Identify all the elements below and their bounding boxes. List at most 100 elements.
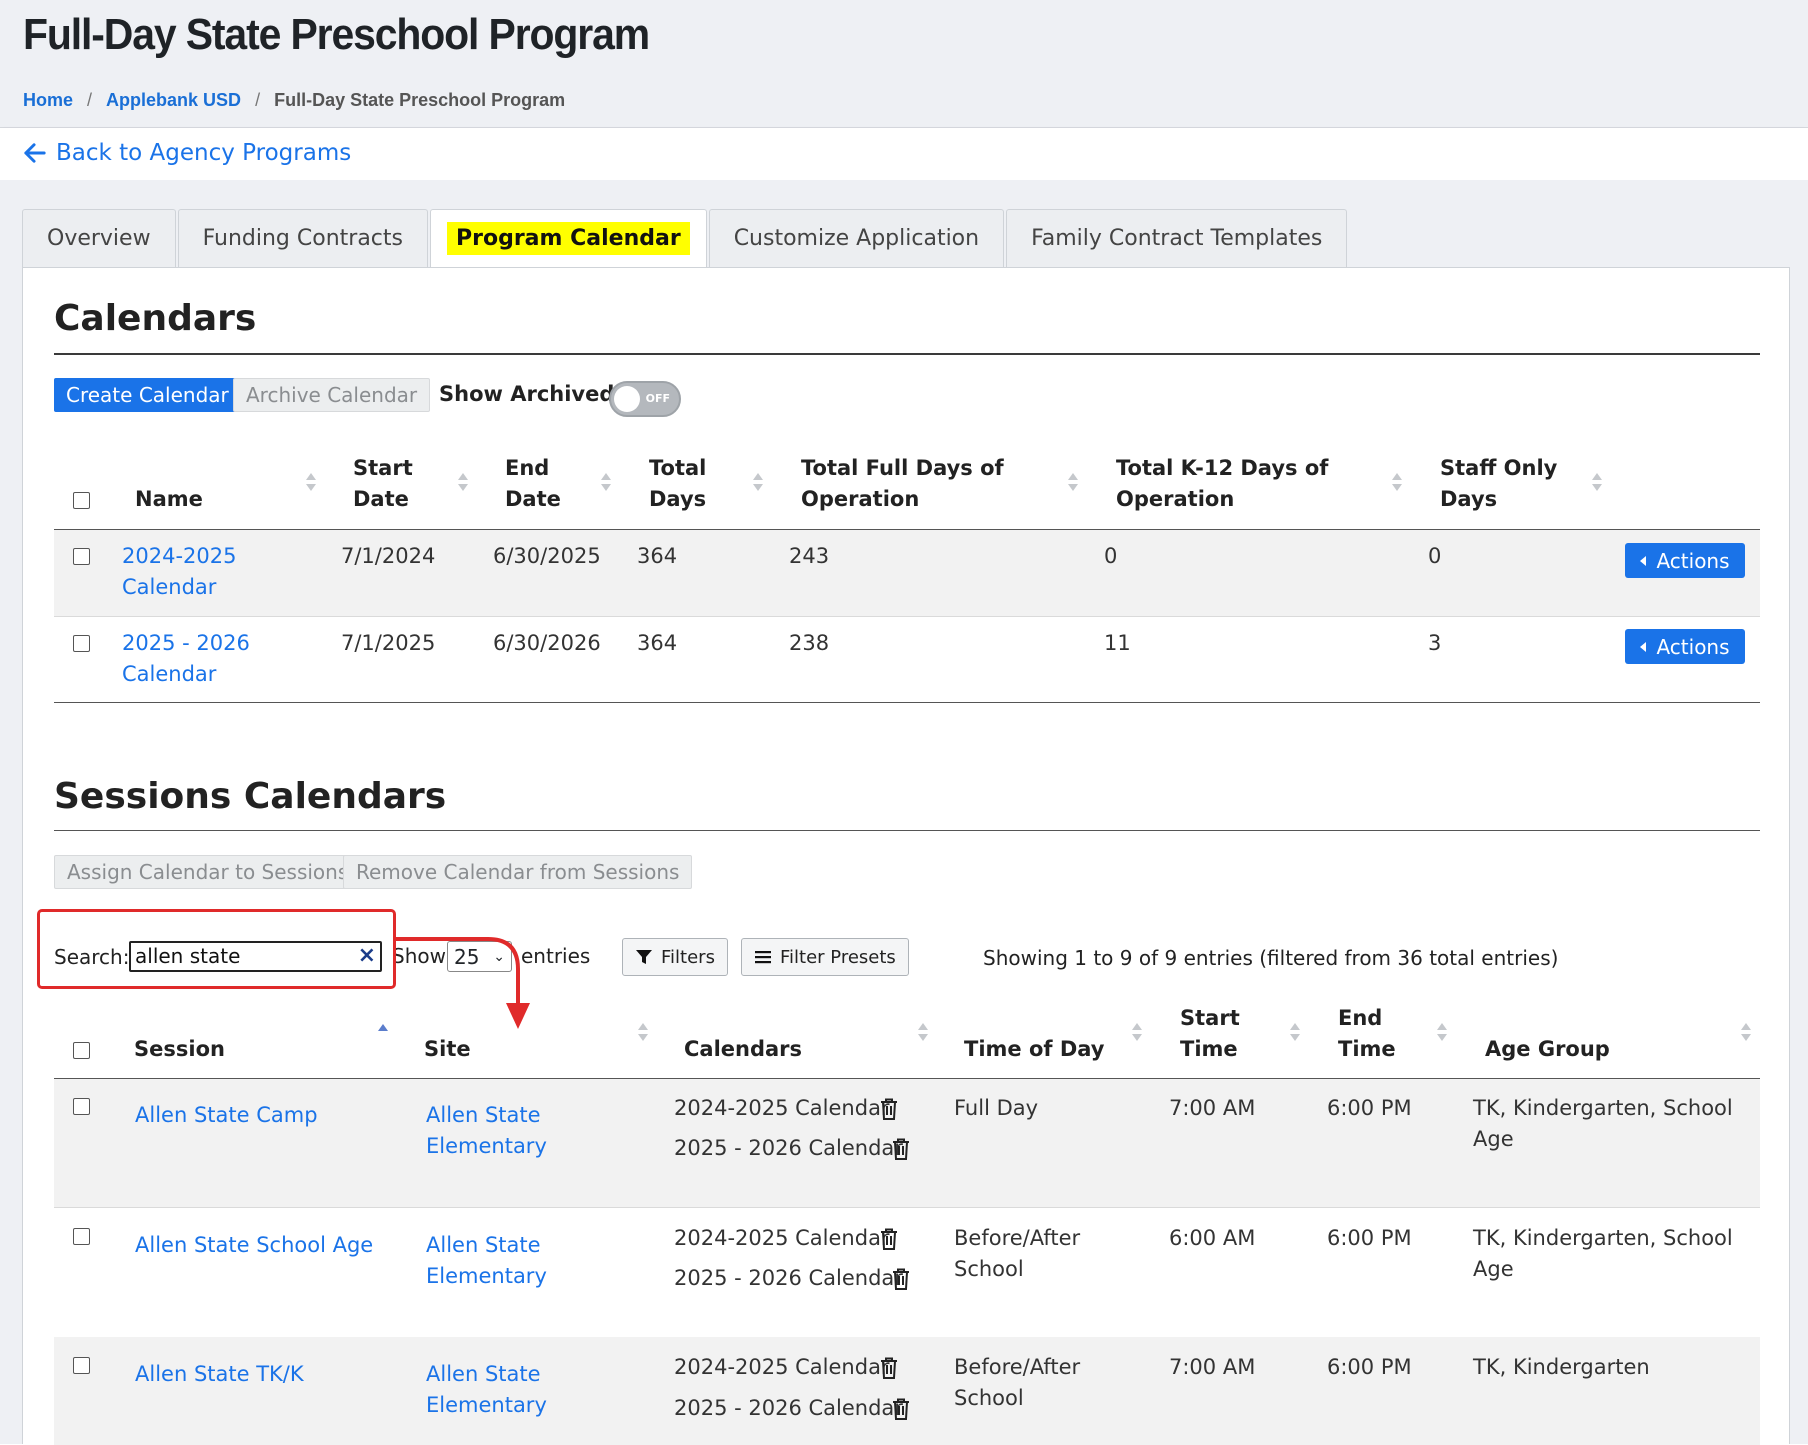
header-line: End <box>505 456 550 480</box>
sort-icon[interactable] <box>1740 1022 1752 1044</box>
tab-program-calendar[interactable]: Program Calendar <box>430 209 707 267</box>
back-to-agency-programs-link[interactable]: Back to Agency Programs <box>24 140 351 166</box>
time-line: School <box>954 1386 1024 1410</box>
caret-left-icon <box>1640 555 1647 566</box>
tab-family-contract-templates[interactable]: Family Contract Templates <box>1006 209 1348 267</box>
trash-icon[interactable] <box>879 1227 899 1251</box>
sort-icon[interactable] <box>752 472 764 494</box>
page-size-select[interactable]: 25 ⌄ <box>447 941 512 972</box>
sort-icon[interactable] <box>1131 1022 1143 1044</box>
select-all-sessions-checkbox[interactable] <box>73 1042 90 1059</box>
breadcrumb-agency[interactable]: Applebank USD <box>106 90 242 110</box>
row-checkbox[interactable] <box>73 1228 90 1245</box>
total-days-cell: 364 <box>637 631 678 655</box>
sort-icon[interactable] <box>457 472 469 494</box>
site-link[interactable]: Allen State Elementary <box>426 1230 547 1292</box>
actions-button[interactable]: Actions <box>1625 543 1745 578</box>
tab-customize-application[interactable]: Customize Application <box>708 209 1005 267</box>
k12-days-cell: 0 <box>1104 544 1118 568</box>
trash-icon[interactable] <box>879 1097 899 1121</box>
filters-button[interactable]: Filters <box>622 938 728 976</box>
page-size-value: 25 <box>454 944 480 969</box>
sort-icon[interactable] <box>1591 472 1603 494</box>
header-line: Time of Day <box>964 1037 1105 1061</box>
arrow-left-icon <box>24 143 46 163</box>
trash-icon[interactable] <box>891 1397 911 1421</box>
create-calendar-button[interactable]: Create Calendar <box>54 378 241 412</box>
col-name-header[interactable]: Name <box>135 484 203 515</box>
header-line: End <box>1338 1006 1383 1030</box>
age-line: Age <box>1473 1127 1514 1151</box>
show-archived-label: Show Archived <box>439 382 615 406</box>
sort-icon[interactable] <box>305 472 317 494</box>
col-time-of-day-header[interactable]: Time of Day <box>964 1034 1104 1065</box>
col-calendars-header[interactable]: Calendars <box>684 1034 802 1065</box>
calendar-name-link[interactable]: 2024-2025 Calendar <box>122 541 236 603</box>
show-archived-toggle[interactable]: OFF <box>609 381 681 417</box>
col-start-date-header[interactable]: Start Date <box>353 453 413 515</box>
calendar-name-link[interactable]: 2025 - 2026 Calendar <box>122 628 250 690</box>
select-all-calendars-checkbox[interactable] <box>73 492 90 509</box>
session-link[interactable]: Allen State TK/K <box>135 1362 304 1386</box>
row-checkbox[interactable] <box>73 1098 90 1115</box>
col-total-days-header[interactable]: Total Days <box>649 453 706 515</box>
actions-button[interactable]: Actions <box>1625 629 1745 664</box>
col-end-date-header[interactable]: End Date <box>505 453 561 515</box>
col-start-time-header[interactable]: Start Time <box>1180 1003 1240 1065</box>
row-checkbox[interactable] <box>73 548 90 565</box>
trash-icon[interactable] <box>879 1356 899 1380</box>
sort-ascending-icon[interactable] <box>377 1018 389 1040</box>
sort-icon[interactable] <box>1436 1022 1448 1044</box>
search-value: allen state <box>135 944 241 968</box>
breadcrumb-home[interactable]: Home <box>23 90 74 110</box>
sort-icon[interactable] <box>637 1022 649 1044</box>
table-header-divider <box>54 1078 1760 1079</box>
table-header-divider <box>54 529 1760 530</box>
age-group-cell: TK, Kindergarten, School Age <box>1473 1223 1733 1285</box>
row-divider <box>54 1207 1760 1208</box>
entries-label: entries <box>521 944 591 968</box>
sort-icon[interactable] <box>1289 1022 1301 1044</box>
sort-icon[interactable] <box>917 1022 929 1044</box>
col-end-time-header[interactable]: End Time <box>1338 1003 1396 1065</box>
archive-calendar-button[interactable]: Archive Calendar <box>233 378 431 412</box>
header-line: Date <box>353 487 409 511</box>
row-checkbox[interactable] <box>73 1357 90 1374</box>
calendar-assignment: 2025 - 2026 Calendar <box>674 1266 903 1290</box>
full-days-cell: 243 <box>789 544 830 568</box>
sort-icon[interactable] <box>1067 472 1079 494</box>
clear-search-icon[interactable]: × <box>357 943 376 968</box>
table-row <box>54 530 1760 616</box>
site-link[interactable]: Allen State Elementary <box>426 1100 547 1162</box>
row-checkbox[interactable] <box>73 635 90 652</box>
col-staff-days-header[interactable]: Staff Only Days <box>1440 453 1557 515</box>
filter-icon <box>636 950 652 964</box>
time-line: Before/After <box>954 1355 1081 1379</box>
assign-calendar-button[interactable]: Assign Calendar to Sessions <box>54 855 362 889</box>
sort-icon[interactable] <box>1391 472 1403 494</box>
col-full-days-header[interactable]: Total Full Days of Operation <box>801 453 1004 515</box>
time-line: Before/After <box>954 1226 1081 1250</box>
start-time-cell: 7:00 AM <box>1169 1355 1256 1379</box>
time-line: Full Day <box>954 1096 1039 1120</box>
site-link[interactable]: Allen State Elementary <box>426 1359 547 1421</box>
header-line: Calendars <box>684 1037 803 1061</box>
staff-days-cell: 0 <box>1428 544 1442 568</box>
sort-icon[interactable] <box>600 472 612 494</box>
trash-icon[interactable] <box>891 1137 911 1161</box>
search-input[interactable]: allen state × <box>129 941 382 972</box>
col-session-header[interactable]: Session <box>134 1034 225 1065</box>
tab-funding-contracts[interactable]: Funding Contracts <box>177 209 428 267</box>
col-age-group-header[interactable]: Age Group <box>1485 1034 1610 1065</box>
trash-icon[interactable] <box>891 1267 911 1291</box>
session-link[interactable]: Allen State Camp <box>135 1103 318 1127</box>
remove-calendar-button[interactable]: Remove Calendar from Sessions <box>343 855 693 889</box>
name-line: Calendar <box>122 575 217 599</box>
col-site-header[interactable]: Site <box>424 1034 471 1065</box>
col-k12-days-header[interactable]: Total K-12 Days of Operation <box>1116 453 1328 515</box>
tab-overview[interactable]: Overview <box>22 209 176 267</box>
end-date-cell: 6/30/2026 <box>493 631 601 655</box>
program-tabs: Overview Funding Contracts Program Calen… <box>22 209 1349 267</box>
session-link[interactable]: Allen State School Age <box>135 1233 374 1257</box>
filter-presets-button[interactable]: Filter Presets <box>741 938 909 976</box>
